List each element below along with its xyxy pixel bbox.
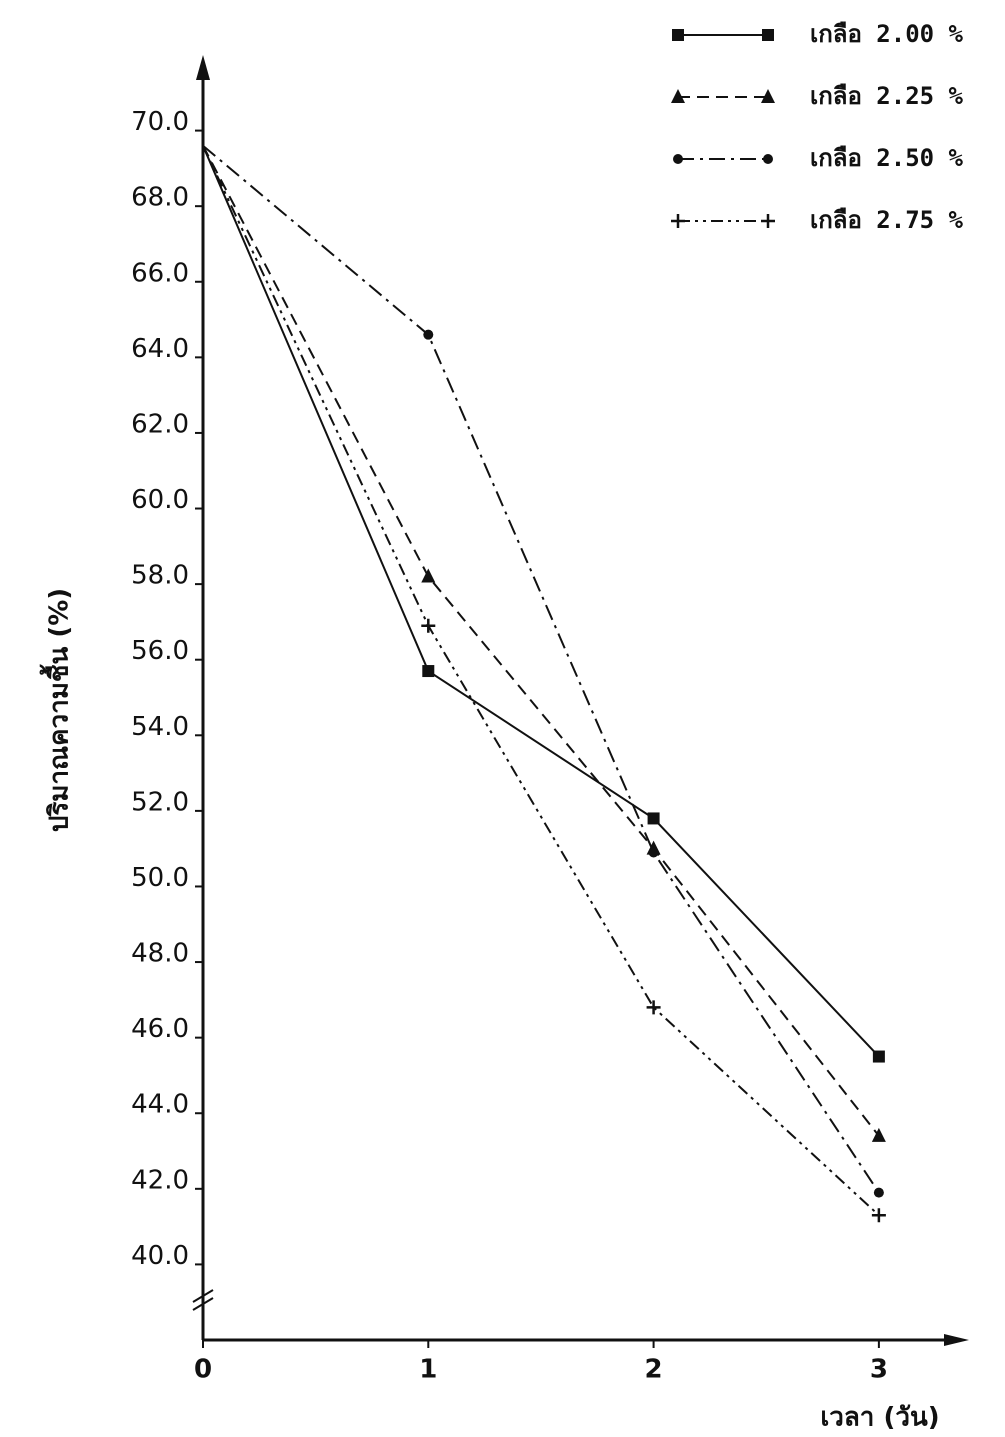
point <box>873 1187 884 1198</box>
point <box>871 1127 886 1142</box>
series-line <box>202 145 880 1137</box>
x-tick-label: 3 <box>870 1355 888 1385</box>
point <box>761 214 775 228</box>
axis-break <box>192 1289 214 1311</box>
y-tick-label: 70.0 <box>131 107 189 137</box>
x-axis-arrow <box>944 1334 969 1346</box>
y-tick-label: 40.0 <box>131 1241 189 1271</box>
point <box>761 89 775 103</box>
y-tick-label: 50.0 <box>131 863 189 893</box>
legend-label: เกลือ 2.00 % <box>810 20 964 48</box>
y-tick-label: 64.0 <box>131 334 189 364</box>
y-tick-label: 54.0 <box>131 712 189 742</box>
point <box>647 812 660 825</box>
point <box>671 89 685 103</box>
series-line <box>202 144 880 1194</box>
point <box>671 214 685 228</box>
x-tick-label: 0 <box>194 1355 212 1385</box>
point <box>673 154 683 164</box>
series-line <box>202 145 880 1217</box>
x-tick-label: 2 <box>645 1355 663 1385</box>
y-tick-label: 62.0 <box>131 409 189 439</box>
y-axis-arrow <box>196 55 210 80</box>
legend-label: เกลือ 2.50 % <box>810 144 964 172</box>
point <box>421 568 436 583</box>
point <box>646 1000 661 1015</box>
point <box>421 618 436 633</box>
point <box>648 847 659 858</box>
y-tick-label: 52.0 <box>131 787 189 817</box>
point <box>422 665 435 678</box>
series-line <box>202 145 880 1058</box>
point <box>762 29 774 41</box>
y-tick-label: 66.0 <box>131 258 189 288</box>
y-axis-label: ปริมาณความชื้น (%) <box>39 588 75 832</box>
point <box>423 329 434 340</box>
x-tick-label: 1 <box>419 1355 437 1385</box>
legend-label: เกลือ 2.75 % <box>810 206 964 234</box>
point <box>672 29 684 41</box>
y-tick-label: 42.0 <box>131 1165 189 1195</box>
point <box>872 1050 885 1063</box>
y-tick-label: 56.0 <box>131 636 189 666</box>
y-tick-label: 46.0 <box>131 1014 189 1044</box>
point <box>763 154 773 164</box>
y-tick-label: 60.0 <box>131 485 189 515</box>
y-tick-label: 68.0 <box>131 183 189 213</box>
y-tick-label: 44.0 <box>131 1090 189 1120</box>
y-tick-label: 48.0 <box>131 939 189 969</box>
legend-label: เกลือ 2.25 % <box>810 82 964 110</box>
x-axis-label: เวลา (วัน) <box>820 1403 939 1433</box>
point <box>871 1208 886 1223</box>
y-tick-label: 58.0 <box>131 561 189 591</box>
